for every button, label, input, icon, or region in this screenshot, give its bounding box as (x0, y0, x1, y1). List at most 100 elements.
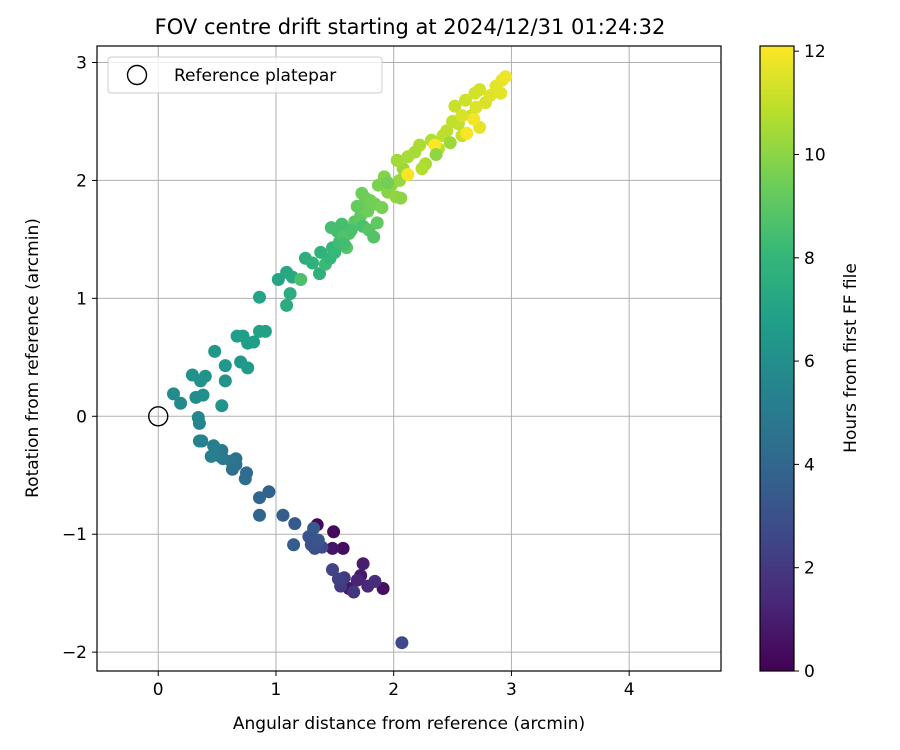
colorbar-label: Hours from first FF file (841, 263, 861, 453)
data-point (499, 70, 512, 84)
y-tick-label: 1 (76, 289, 87, 309)
data-point (288, 517, 302, 531)
legend-marker-open-circle-icon (126, 64, 148, 86)
data-point (375, 201, 389, 215)
data-point (306, 256, 319, 270)
data-point (448, 99, 462, 113)
data-points (167, 70, 512, 650)
data-point (241, 361, 255, 375)
y-axis-label: Rotation from reference (arcmin) (23, 218, 43, 498)
data-point (336, 541, 350, 555)
colorbar-ticks: 0 2 4 6 8 10 12 (794, 42, 826, 682)
data-point (324, 221, 338, 235)
reference-marker-layer (148, 406, 169, 427)
colorbar: 0 2 4 6 8 10 12 Hours from first FF file (759, 42, 861, 682)
data-point (253, 491, 266, 505)
data-point (253, 290, 266, 304)
data-point (328, 245, 342, 259)
data-point (381, 176, 395, 190)
data-point (326, 541, 339, 555)
colorbar-tick-label: 4 (804, 455, 815, 475)
data-point (247, 335, 261, 349)
data-point (276, 508, 290, 522)
data-point (440, 124, 454, 138)
data-point (192, 434, 206, 448)
data-point (350, 573, 364, 587)
colorbar-tick-label: 12 (804, 42, 826, 62)
data-point (204, 449, 218, 463)
y-tick-label: 0 (76, 407, 87, 427)
data-point (367, 230, 381, 244)
data-point (262, 485, 276, 499)
y-tick-label: 2 (76, 171, 87, 191)
plot-frame (96, 45, 722, 672)
y-tick-label: −2 (62, 643, 87, 663)
data-point (494, 86, 508, 100)
data-point (483, 89, 497, 102)
data-point (207, 439, 221, 453)
data-point (311, 533, 325, 547)
data-point (191, 411, 205, 424)
x-axis-label: Angular distance from reference (arcmin) (233, 714, 585, 734)
colorbar-tick-label: 10 (804, 145, 826, 165)
data-point (327, 525, 341, 539)
data-point (394, 191, 408, 205)
data-point (344, 223, 358, 237)
data-point (326, 563, 339, 577)
y-tick-label: 3 (76, 54, 87, 74)
data-point (167, 387, 180, 401)
colorbar-tick-label: 2 (804, 559, 815, 579)
legend: Reference platepar (107, 56, 383, 94)
colorbar-frame (759, 45, 795, 672)
data-point (283, 287, 297, 301)
x-axis-ticks: 0 1 2 3 4 (153, 671, 635, 700)
data-point (469, 100, 483, 114)
data-point (208, 344, 222, 358)
data-point (455, 109, 469, 123)
colorbar-gradient (760, 46, 794, 671)
x-tick-label: 3 (506, 680, 517, 700)
x-tick-label: 2 (388, 680, 399, 700)
data-point (370, 216, 384, 230)
data-point (280, 298, 294, 312)
data-point (460, 126, 474, 140)
data-point (390, 153, 404, 167)
data-point (218, 359, 232, 373)
data-point (314, 245, 328, 259)
colorbar-tick-label: 6 (804, 352, 815, 372)
data-point (196, 388, 210, 402)
data-point (287, 538, 301, 552)
data-point (467, 112, 481, 126)
reference-platepar-marker (148, 406, 169, 427)
data-point (331, 572, 345, 586)
data-point (337, 237, 351, 251)
x-tick-label: 0 (153, 680, 164, 700)
data-point (429, 148, 443, 161)
x-tick-label: 1 (271, 680, 282, 700)
data-point (356, 557, 370, 571)
chart-title: FOV centre drift starting at 2024/12/31 … (155, 15, 666, 39)
data-point (363, 194, 377, 207)
y-axis-ticks: −2 −1 0 1 2 3 (62, 54, 97, 663)
data-point (238, 472, 252, 486)
data-point (368, 574, 382, 588)
legend-box (107, 56, 383, 94)
data-point (258, 324, 272, 338)
colorbar-tick-label: 8 (804, 249, 815, 269)
data-point (443, 136, 457, 150)
data-point (198, 369, 212, 383)
data-point (473, 83, 487, 97)
data-point (307, 521, 321, 535)
data-point (294, 273, 308, 286)
data-point (459, 93, 472, 107)
data-point (350, 199, 364, 213)
data-point (413, 138, 427, 152)
data-point (401, 168, 415, 181)
data-point (215, 399, 229, 413)
data-point (313, 267, 326, 281)
colorbar-tick-label: 0 (804, 662, 815, 682)
grid (97, 46, 721, 671)
data-point (415, 162, 429, 176)
data-point (395, 636, 409, 650)
